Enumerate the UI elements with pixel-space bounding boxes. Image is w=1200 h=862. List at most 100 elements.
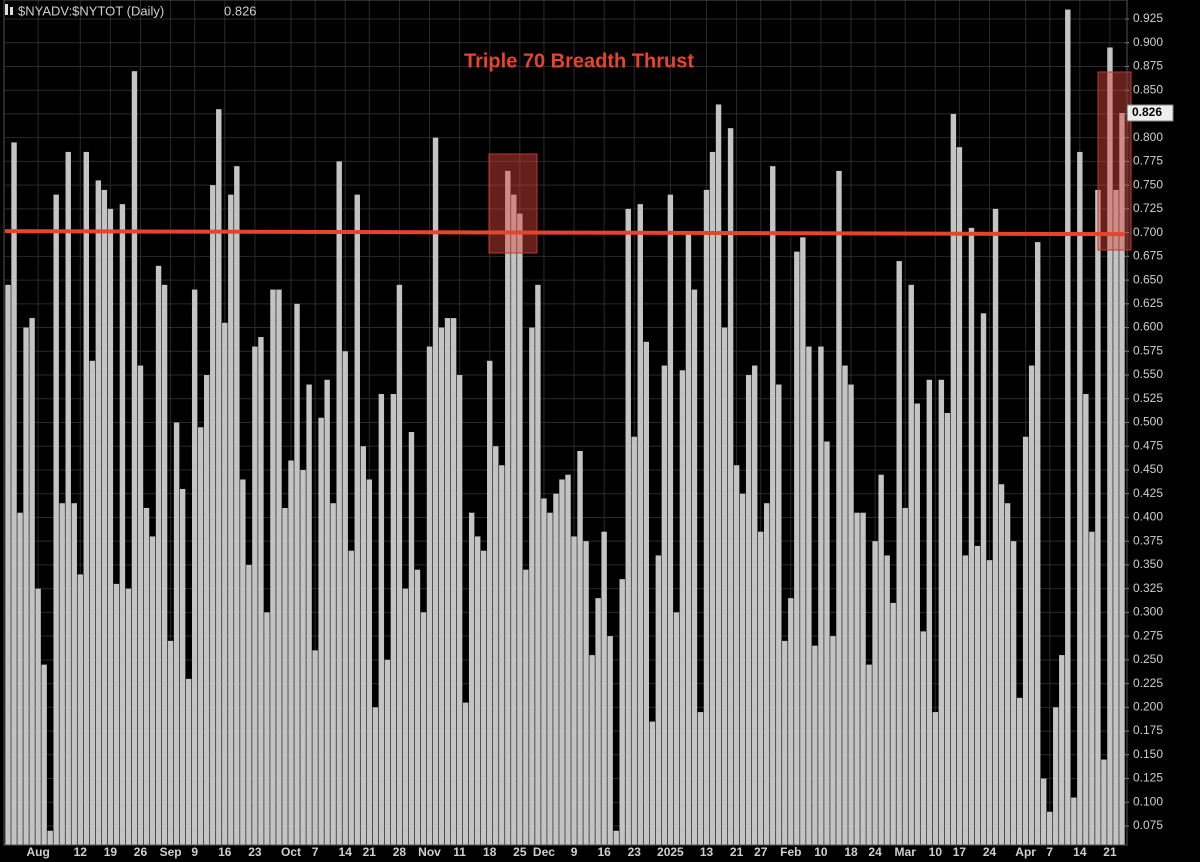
bar	[173, 422, 180, 845]
x-tick-label: 2025	[657, 845, 684, 859]
bar	[161, 284, 168, 846]
last-value-label: 0.826	[1132, 105, 1162, 119]
bar	[167, 640, 174, 845]
bar	[998, 484, 1005, 845]
bar	[932, 712, 939, 845]
bar	[715, 104, 722, 845]
bar	[824, 441, 830, 845]
bar	[661, 365, 668, 845]
y-tick-label: 0.375	[1133, 533, 1163, 547]
bar	[300, 469, 306, 845]
bar	[577, 450, 583, 845]
y-tick-label: 0.325	[1133, 581, 1163, 595]
bar	[1028, 365, 1035, 845]
reference-line	[4, 229, 1126, 237]
bar	[589, 655, 595, 845]
bar	[854, 512, 860, 845]
bar	[282, 507, 288, 845]
y-tick-label: 0.575	[1133, 343, 1163, 357]
bar	[866, 664, 872, 845]
x-tick-label: 23	[628, 845, 642, 859]
bar	[703, 189, 710, 845]
bar	[673, 612, 680, 845]
bar	[432, 137, 439, 846]
bar	[185, 678, 192, 845]
bar	[41, 664, 47, 845]
bar	[890, 602, 896, 845]
bar	[1034, 242, 1041, 845]
bar	[372, 707, 379, 845]
bar	[1083, 394, 1089, 845]
bar	[968, 227, 975, 845]
bar	[11, 142, 17, 846]
bar	[499, 465, 505, 845]
y-tick-label: 0.125	[1133, 771, 1163, 785]
bar-layer	[5, 9, 1125, 846]
bar	[1101, 759, 1107, 845]
bar	[739, 493, 746, 845]
bar	[962, 555, 969, 845]
bar	[336, 161, 342, 846]
bar	[1047, 811, 1053, 845]
bar	[330, 503, 336, 845]
y-tick-label: 0.750	[1133, 177, 1163, 191]
bar	[884, 555, 890, 845]
bar	[288, 460, 294, 845]
bar	[806, 346, 812, 845]
highlight-box	[488, 153, 538, 254]
bar	[468, 512, 475, 845]
bar	[354, 194, 360, 845]
bar	[342, 351, 348, 845]
x-tick-label: 27	[754, 845, 768, 859]
bar	[378, 394, 385, 845]
bar	[246, 564, 252, 845]
x-tick-label: 12	[74, 845, 88, 859]
bar	[191, 289, 198, 846]
bar	[511, 194, 517, 845]
bar	[896, 261, 902, 845]
x-tick-label: 23	[248, 845, 262, 859]
bar	[318, 417, 324, 845]
bar	[818, 346, 824, 845]
bar	[667, 194, 674, 845]
bar	[848, 384, 854, 845]
x-tick-label: 16	[597, 845, 611, 859]
x-tick-label: 11	[453, 845, 466, 859]
bar	[788, 598, 794, 845]
bar	[926, 379, 933, 845]
bar	[113, 583, 120, 845]
bar	[23, 327, 29, 846]
y-tick-label: 0.600	[1133, 320, 1163, 334]
x-tick-label: 21	[363, 845, 377, 859]
bar	[986, 560, 993, 845]
bar	[71, 503, 77, 845]
bar	[493, 446, 499, 845]
bar	[535, 284, 541, 846]
y-tick-label: 0.700	[1133, 225, 1163, 239]
bar	[733, 465, 740, 845]
bar	[721, 327, 728, 846]
bar	[1022, 436, 1029, 845]
bar	[324, 379, 330, 845]
bar	[842, 365, 848, 845]
bar	[505, 170, 511, 846]
x-tick-label: 18	[844, 845, 858, 859]
bar	[619, 579, 625, 845]
x-tick-label: 10	[814, 845, 828, 859]
bar	[420, 612, 427, 845]
x-tick-label: 7	[312, 845, 319, 859]
bar	[878, 474, 884, 845]
y-tick-label: 0.525	[1133, 391, 1163, 405]
x-tick-label: 13	[700, 845, 714, 859]
header-symbol: $NYADV:$NYTOT (Daily)	[18, 3, 164, 18]
bar	[655, 555, 662, 845]
annotation-title: Triple 70 Breadth Thrust	[464, 50, 694, 72]
bar	[1089, 531, 1095, 845]
bar	[179, 488, 186, 845]
y-tick-label: 0.150	[1133, 747, 1163, 761]
y-tick-label: 0.200	[1133, 700, 1163, 714]
bar	[210, 185, 216, 845]
bar	[35, 588, 41, 845]
bar	[800, 237, 806, 845]
bar	[228, 194, 234, 845]
